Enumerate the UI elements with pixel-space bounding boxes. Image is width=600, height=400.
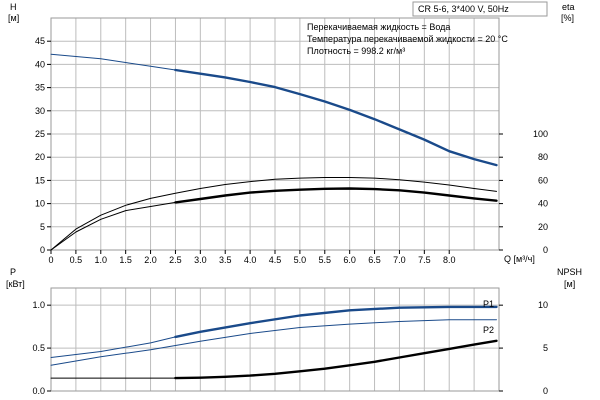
npsh-axis-symbol: NPSH: [557, 267, 582, 277]
right-tick-label: 10: [538, 300, 548, 310]
x-tick-label: 6.5: [368, 255, 381, 265]
x-tick-label: 0.5: [70, 255, 83, 265]
series-line: [50, 53, 176, 71]
right-tick-label: 80: [538, 152, 548, 162]
right-tick-label: 20: [538, 222, 548, 232]
right-tick-label: 60: [538, 175, 548, 185]
npsh-axis-unit: [м]: [564, 279, 575, 289]
bottom-plot-frame: [50, 287, 500, 392]
x-tick-label: 2.5: [169, 255, 182, 265]
flow-axis-label: Q [м³/ч]: [504, 254, 535, 264]
left-tick-label: 35: [35, 83, 45, 93]
top-plot-grid: [50, 17, 500, 251]
x-tick-label: 3.0: [194, 255, 207, 265]
x-tick-label: 2.0: [144, 255, 157, 265]
density-note: Плотность = 998.2 кг/м³: [307, 46, 405, 56]
head-axis-unit: [м]: [8, 13, 19, 23]
bottom-plot-ticks: 0.0 0.5 1.0 0 5 10: [32, 300, 548, 396]
x-tick-label: 3.5: [219, 255, 232, 265]
p2-series-label: P2: [483, 325, 494, 335]
x-tick-label: 4.5: [269, 255, 282, 265]
p1-series-label: P1: [483, 299, 494, 309]
left-tick-label: 15: [35, 175, 45, 185]
right-tick-label: 0: [543, 245, 548, 255]
series-line: [174, 187, 498, 204]
eta-axis-symbol: eta: [562, 2, 575, 12]
x-tick-label: 6.0: [343, 255, 356, 265]
x-tick-label: 7.0: [393, 255, 406, 265]
x-tick-label: 1.0: [95, 255, 108, 265]
left-tick-label: 20: [35, 152, 45, 162]
left-tick-label: 10: [35, 199, 45, 209]
right-tick-label: 5: [543, 343, 548, 353]
left-tick-label: 1.0: [32, 300, 45, 310]
head-axis-symbol: H: [10, 2, 17, 12]
eta-axis-unit: [%]: [561, 13, 574, 23]
chart-title: CR 5-6, 3*400 V, 50Hz: [418, 4, 509, 14]
right-tick-label: 100: [533, 129, 548, 139]
top-plot-ticks: 0 5 10 15 20 25 30 35 40 45 0 20 40 60 80 100 0 0.5 1.0 1.5…: [35, 36, 548, 265]
left-tick-label: 40: [35, 59, 45, 69]
title-box: [412, 1, 548, 17]
x-tick-label: 7.5: [418, 255, 431, 265]
fluid-note: Перекачиваемая жидкость = Вода: [307, 22, 450, 32]
top-plot-series: [50, 53, 498, 251]
bottom-plot-grid: [50, 288, 500, 392]
temperature-note: Температура перекачиваемой жидкости = 20…: [307, 34, 508, 44]
left-tick-label: 0: [40, 245, 45, 255]
left-tick-label: 0.0: [32, 386, 45, 396]
x-tick-label: 5.0: [294, 255, 307, 265]
right-tick-label: 40: [538, 199, 548, 209]
left-tick-label: 5: [40, 222, 45, 232]
power-axis-symbol: P: [10, 267, 16, 277]
x-tick-label: 4.0: [244, 255, 257, 265]
bottom-plot-series: [50, 305, 498, 380]
series-line: [50, 177, 497, 251]
series-line: [174, 339, 498, 380]
series-line: [174, 68, 498, 167]
left-tick-label: 45: [35, 36, 45, 46]
series-line: [50, 319, 497, 366]
left-tick-label: 25: [35, 129, 45, 139]
series-line: [50, 201, 176, 251]
x-tick-label: 1.5: [119, 255, 132, 265]
x-tick-label: 5.5: [319, 255, 332, 265]
right-tick-label: 0: [543, 386, 548, 396]
power-axis-unit: [кВт]: [6, 279, 25, 289]
series-line: [50, 336, 176, 358]
x-tick-label: 8.0: [443, 255, 456, 265]
left-tick-label: 30: [35, 106, 45, 116]
series-line: [174, 305, 498, 339]
x-tick-label: 0: [48, 255, 53, 265]
left-tick-label: 0.5: [32, 343, 45, 353]
